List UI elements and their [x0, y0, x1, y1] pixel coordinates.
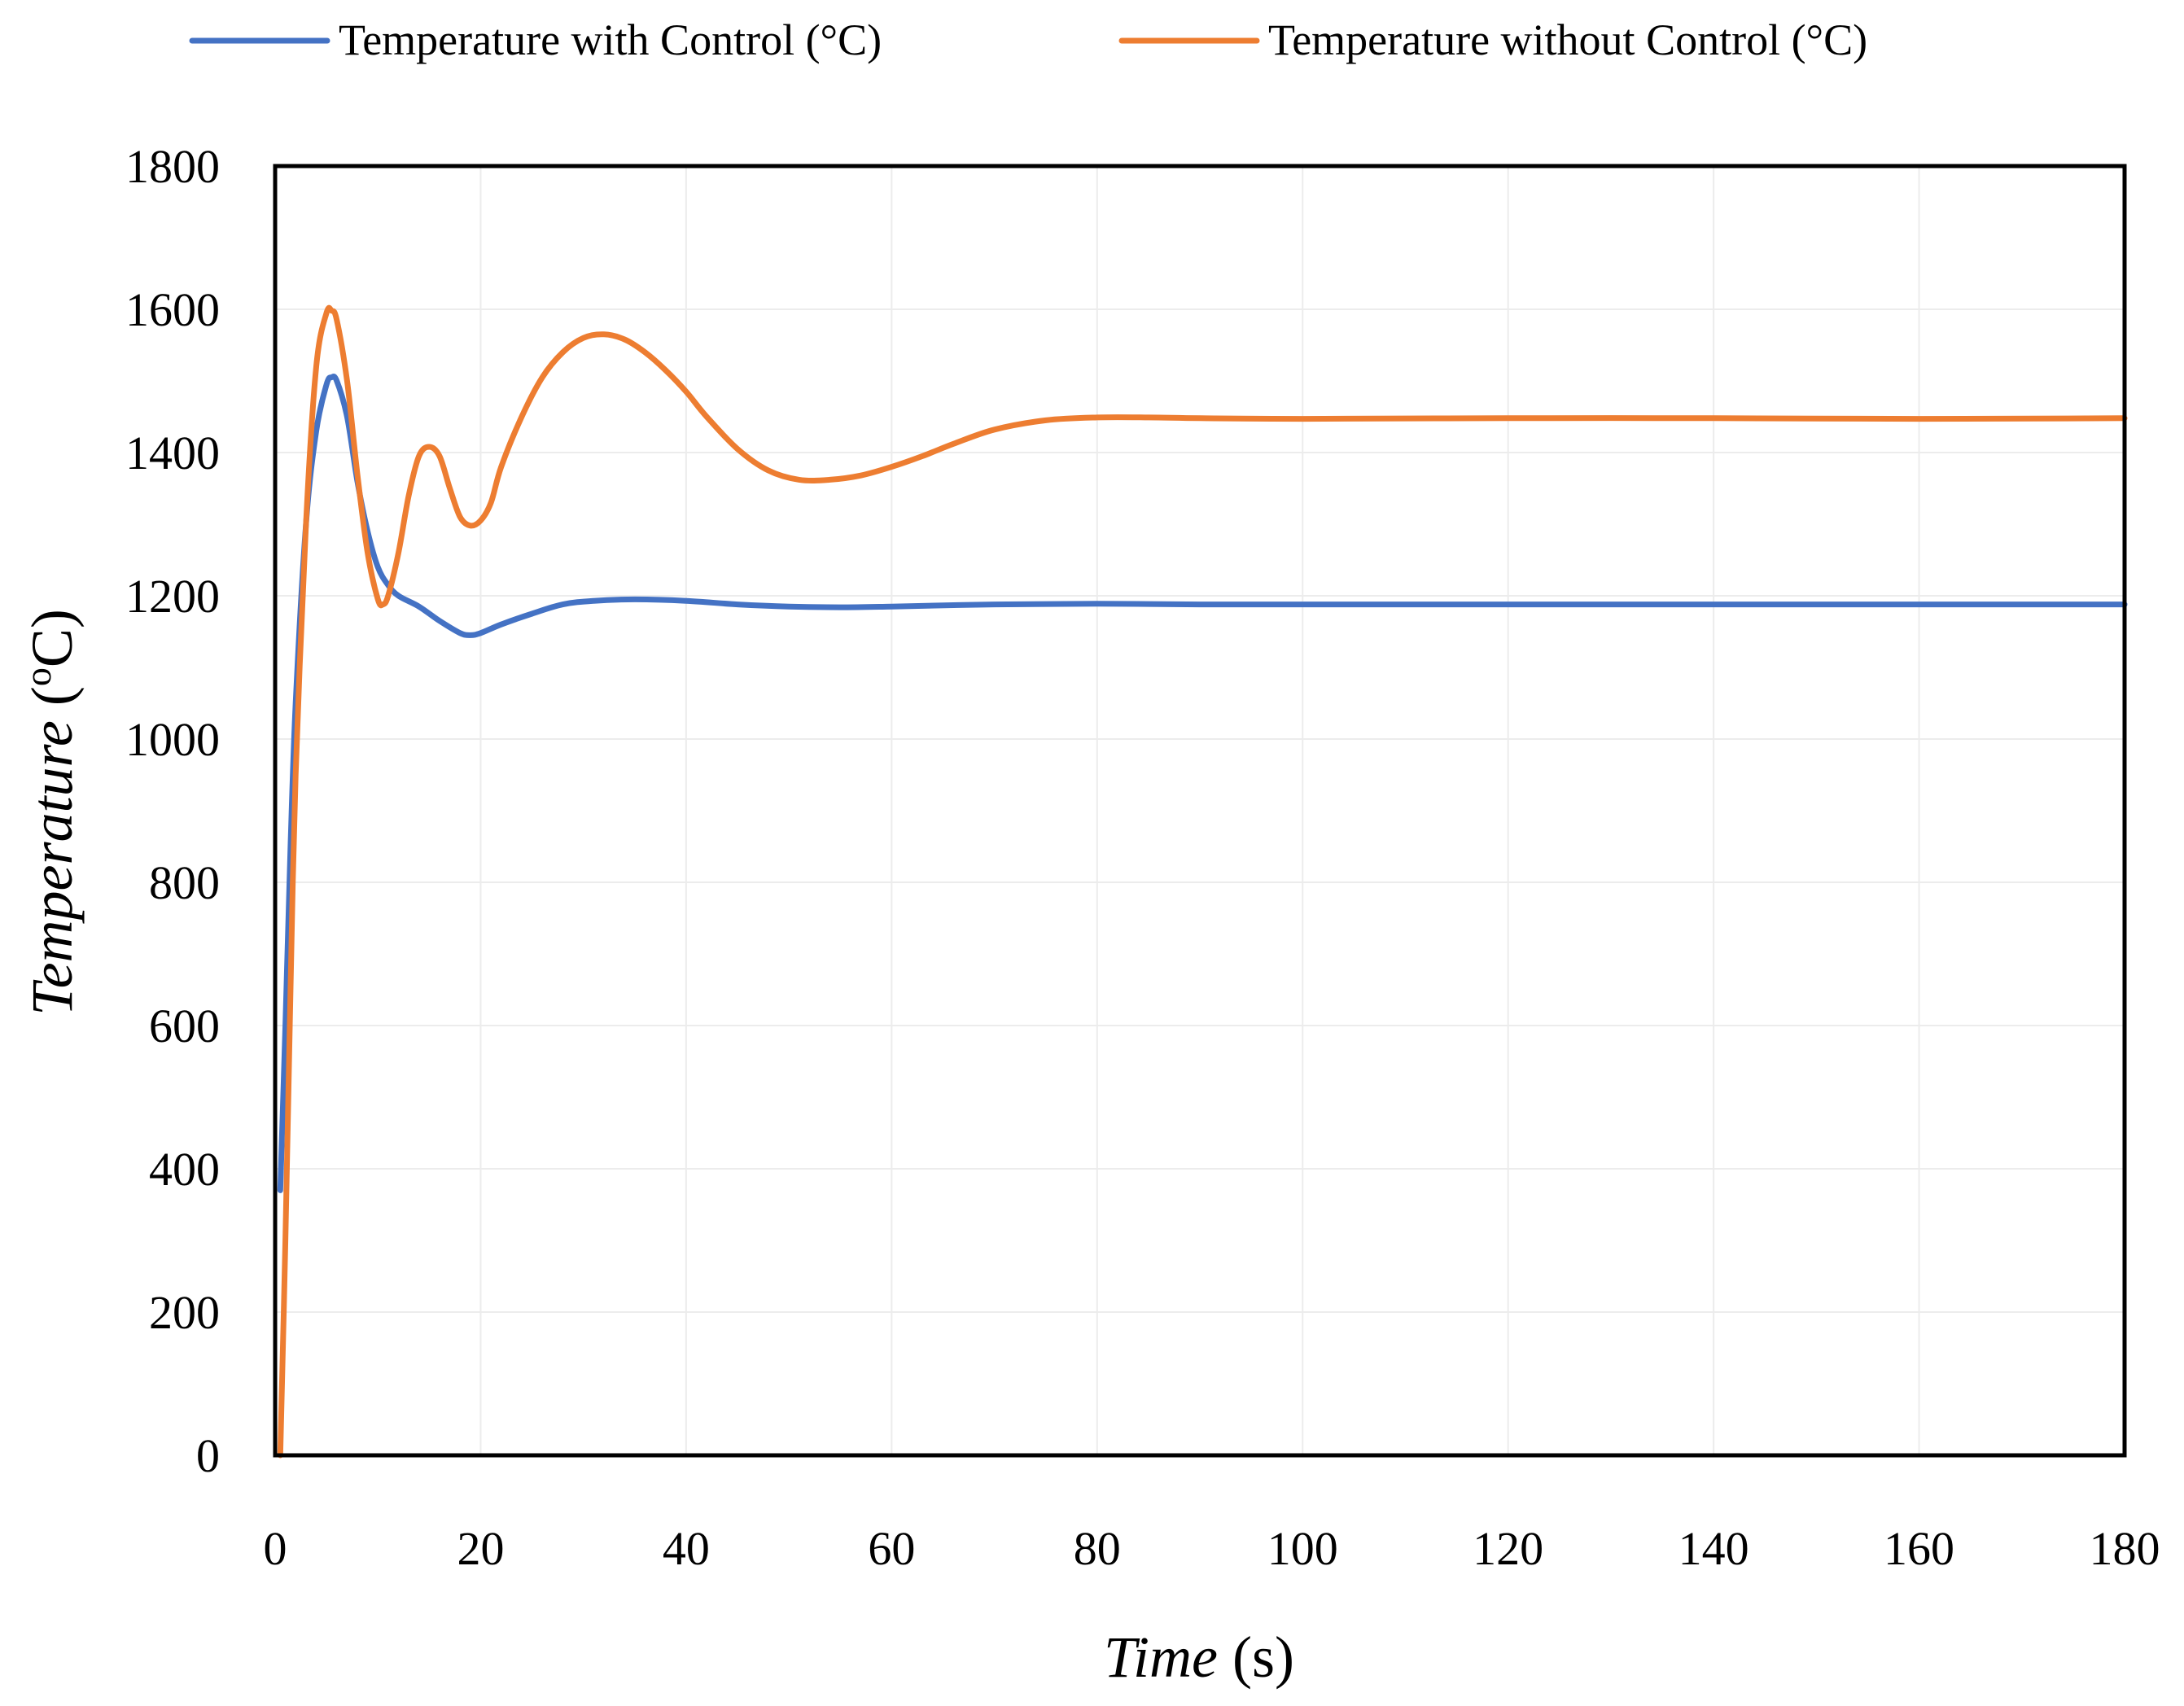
y-tick-label-1000: 1000 [125, 713, 220, 766]
y-tick-label-1400: 1400 [125, 426, 220, 479]
x-tick-label-0: 0 [264, 1522, 287, 1575]
y-tick-label-1200: 1200 [125, 570, 220, 623]
x-tick-label-140: 140 [1678, 1522, 1749, 1575]
x-tick-label-40: 40 [663, 1522, 710, 1575]
x-tick-label-180: 180 [2090, 1522, 2160, 1575]
legend: Temperature with Control (°C) Temperatur… [189, 15, 1867, 64]
x-tick-label-80: 80 [1074, 1522, 1121, 1575]
y-tick-label-800: 800 [149, 856, 220, 909]
y-tick-label-600: 600 [149, 1000, 220, 1052]
series-line-without-control [277, 304, 2128, 1459]
x-tick-label-100: 100 [1267, 1522, 1338, 1575]
y-axis-title: Temperature (oC) [17, 609, 85, 1016]
x-tick-labels: 0 20 40 60 80 100 120 140 160 180 [264, 1522, 2160, 1575]
y-tick-labels: 0 200 400 600 800 1000 1200 1400 1600 1800 [125, 140, 220, 1482]
legend-label-with-control: Temperature with Control (°C) [339, 15, 882, 64]
y-tick-label-1800: 1800 [125, 140, 220, 193]
x-tick-label-160: 160 [1884, 1522, 1954, 1575]
series-line-with-control [277, 374, 2128, 1193]
series-lines [277, 304, 2128, 1459]
y-tick-label-400: 400 [149, 1143, 220, 1196]
plot-area-frame [273, 164, 2127, 1458]
y-tick-label-0: 0 [196, 1429, 220, 1482]
x-tick-label-60: 60 [868, 1522, 915, 1575]
y-tick-label-1600: 1600 [125, 283, 220, 336]
x-tick-label-120: 120 [1473, 1522, 1543, 1575]
x-tick-label-20: 20 [457, 1522, 504, 1575]
legend-label-without-control: Temperature without Control (°C) [1268, 15, 1867, 64]
x-axis-title: Time (s) [1104, 1625, 1294, 1690]
y-tick-label-200: 200 [149, 1286, 220, 1339]
